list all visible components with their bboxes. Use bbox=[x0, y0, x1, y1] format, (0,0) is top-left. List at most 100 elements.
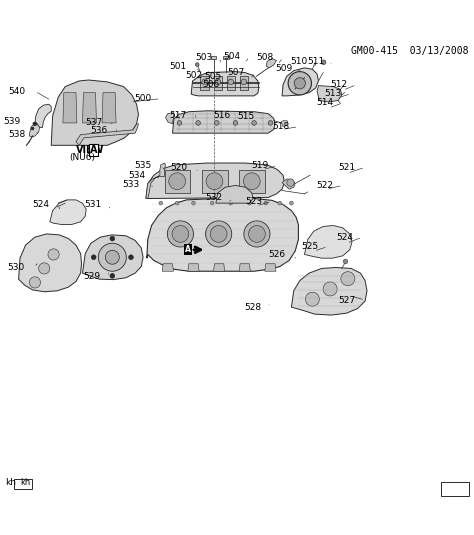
Text: 501: 501 bbox=[169, 63, 186, 72]
Circle shape bbox=[210, 201, 214, 205]
Polygon shape bbox=[282, 68, 319, 96]
Circle shape bbox=[252, 120, 256, 125]
Text: 530: 530 bbox=[8, 263, 25, 272]
Text: 504: 504 bbox=[223, 52, 240, 61]
Circle shape bbox=[159, 201, 163, 205]
Text: 526: 526 bbox=[269, 250, 286, 259]
Text: GM00-415  03/13/2008: GM00-415 03/13/2008 bbox=[351, 46, 469, 56]
Circle shape bbox=[110, 273, 115, 278]
Text: 507: 507 bbox=[228, 68, 245, 77]
Polygon shape bbox=[265, 264, 276, 271]
Circle shape bbox=[177, 120, 182, 125]
Text: A: A bbox=[185, 245, 191, 254]
Text: kh: kh bbox=[5, 478, 16, 487]
Circle shape bbox=[191, 201, 195, 205]
Text: 523: 523 bbox=[246, 197, 263, 206]
Polygon shape bbox=[240, 77, 248, 90]
Polygon shape bbox=[63, 93, 77, 123]
Polygon shape bbox=[18, 234, 82, 292]
Circle shape bbox=[48, 249, 59, 260]
Circle shape bbox=[288, 72, 311, 95]
Text: 536: 536 bbox=[90, 126, 107, 135]
Polygon shape bbox=[223, 56, 229, 58]
Circle shape bbox=[321, 60, 326, 65]
Polygon shape bbox=[292, 268, 367, 315]
Text: 502: 502 bbox=[186, 71, 203, 80]
Circle shape bbox=[33, 122, 37, 126]
Circle shape bbox=[206, 173, 223, 189]
Text: 508: 508 bbox=[256, 53, 273, 62]
Text: 514: 514 bbox=[316, 98, 333, 108]
Text: VIEW: VIEW bbox=[76, 145, 104, 155]
Text: 540: 540 bbox=[9, 87, 26, 96]
Circle shape bbox=[248, 226, 265, 242]
Text: 512: 512 bbox=[330, 80, 347, 89]
Circle shape bbox=[287, 179, 294, 186]
Circle shape bbox=[105, 250, 119, 264]
Circle shape bbox=[228, 79, 234, 85]
Circle shape bbox=[305, 292, 319, 306]
Polygon shape bbox=[304, 226, 352, 258]
Text: 511: 511 bbox=[307, 57, 324, 66]
Text: 527: 527 bbox=[338, 296, 356, 304]
Polygon shape bbox=[82, 235, 143, 280]
Circle shape bbox=[172, 226, 189, 242]
Circle shape bbox=[278, 201, 282, 205]
Polygon shape bbox=[239, 170, 265, 193]
Polygon shape bbox=[201, 77, 209, 90]
Text: 528: 528 bbox=[244, 303, 261, 312]
Text: 500: 500 bbox=[134, 94, 152, 103]
Polygon shape bbox=[191, 72, 259, 96]
Text: 532: 532 bbox=[205, 193, 222, 202]
Circle shape bbox=[241, 79, 246, 85]
Text: 533: 533 bbox=[123, 180, 140, 189]
Polygon shape bbox=[188, 264, 199, 271]
Circle shape bbox=[29, 277, 40, 288]
Polygon shape bbox=[82, 93, 97, 123]
Polygon shape bbox=[50, 200, 86, 225]
Circle shape bbox=[175, 201, 179, 205]
Text: kh: kh bbox=[20, 478, 30, 487]
Circle shape bbox=[195, 63, 199, 66]
Polygon shape bbox=[239, 264, 250, 271]
Text: 529: 529 bbox=[83, 272, 100, 281]
Polygon shape bbox=[211, 56, 216, 58]
Text: 535: 535 bbox=[134, 162, 152, 170]
Text: 510: 510 bbox=[291, 57, 308, 66]
Polygon shape bbox=[213, 264, 225, 271]
Circle shape bbox=[167, 221, 193, 247]
Text: 517: 517 bbox=[169, 111, 186, 120]
Text: 521: 521 bbox=[338, 163, 356, 172]
Polygon shape bbox=[213, 77, 222, 90]
Polygon shape bbox=[216, 186, 253, 203]
Text: 539: 539 bbox=[4, 118, 21, 126]
Polygon shape bbox=[76, 124, 138, 146]
Text: 525: 525 bbox=[301, 242, 319, 251]
Circle shape bbox=[210, 226, 227, 242]
Circle shape bbox=[244, 221, 270, 247]
Circle shape bbox=[341, 272, 355, 286]
Polygon shape bbox=[51, 80, 138, 146]
Bar bbox=[441, 482, 469, 496]
Text: 516: 516 bbox=[214, 111, 231, 120]
Circle shape bbox=[110, 236, 115, 241]
Text: 524: 524 bbox=[32, 200, 49, 209]
Circle shape bbox=[98, 243, 126, 271]
Text: 513: 513 bbox=[325, 89, 342, 98]
Polygon shape bbox=[162, 264, 173, 271]
Polygon shape bbox=[282, 179, 295, 189]
Text: 522: 522 bbox=[316, 181, 333, 190]
Circle shape bbox=[39, 263, 50, 274]
Text: 505: 505 bbox=[204, 72, 221, 81]
Circle shape bbox=[196, 120, 201, 125]
Text: 506: 506 bbox=[202, 80, 219, 89]
Text: (NU6): (NU6) bbox=[70, 153, 95, 162]
Circle shape bbox=[264, 201, 268, 205]
Text: 531: 531 bbox=[84, 200, 101, 209]
Polygon shape bbox=[165, 113, 174, 124]
Text: 537: 537 bbox=[85, 118, 102, 127]
Circle shape bbox=[323, 282, 337, 296]
Circle shape bbox=[214, 120, 219, 125]
Polygon shape bbox=[147, 198, 299, 271]
Circle shape bbox=[31, 127, 34, 130]
